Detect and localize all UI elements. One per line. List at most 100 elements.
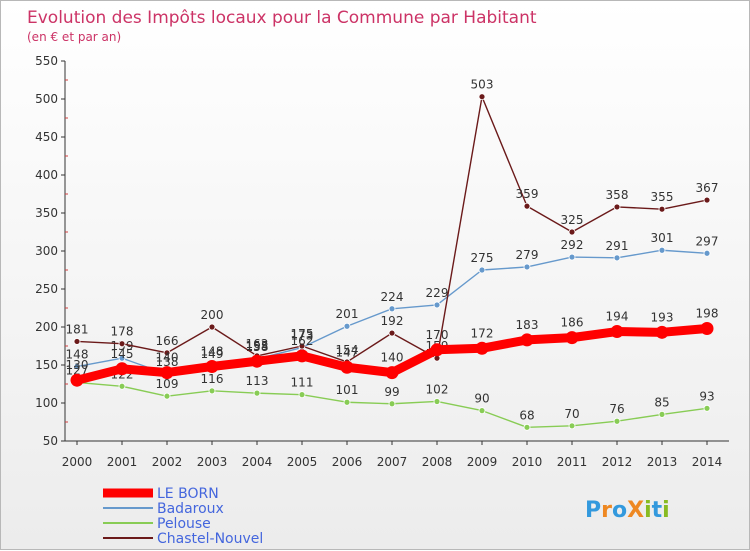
- data-point: [118, 340, 126, 348]
- data-point: [658, 205, 666, 213]
- data-label: 127: [66, 363, 89, 377]
- data-point: [295, 349, 309, 363]
- data-label: 90: [474, 392, 489, 406]
- data-point: [478, 266, 486, 274]
- x-tick-label: 2009: [467, 455, 498, 469]
- data-point: [610, 325, 624, 339]
- data-point: [703, 196, 711, 204]
- data-label: 85: [654, 395, 669, 409]
- data-point: [388, 400, 396, 408]
- y-tick-label: 300: [35, 244, 58, 258]
- data-point: [568, 422, 576, 430]
- data-point: [118, 354, 126, 362]
- data-label: 148: [201, 345, 224, 359]
- series-pelouse: 12712210911611311110199102906870768593: [66, 363, 715, 431]
- data-label: 279: [516, 248, 539, 262]
- data-label: 166: [156, 334, 179, 348]
- data-label: 130: [66, 358, 89, 372]
- data-point: [115, 362, 129, 376]
- data-label: 70: [564, 407, 579, 421]
- data-point: [658, 410, 666, 418]
- y-tick-label: 550: [35, 54, 58, 68]
- data-point: [700, 322, 714, 336]
- data-label: 291: [606, 239, 629, 253]
- x-tick-label: 2008: [422, 455, 453, 469]
- data-label: 292: [561, 238, 584, 252]
- data-point: [343, 322, 351, 330]
- data-label: 155: [246, 339, 269, 353]
- data-label: 149: [201, 347, 224, 361]
- data-point: [298, 342, 306, 350]
- data-point: [523, 263, 531, 271]
- y-tick-label: 450: [35, 130, 58, 144]
- data-point: [613, 417, 621, 425]
- data-point: [163, 349, 171, 357]
- data-label: 181: [66, 322, 89, 336]
- x-tick-label: 2012: [602, 455, 633, 469]
- data-point: [430, 343, 444, 357]
- data-point: [613, 254, 621, 262]
- data-point: [433, 398, 441, 405]
- data-label: 154: [336, 343, 359, 357]
- data-label: 111: [291, 376, 314, 390]
- data-point: [433, 301, 441, 309]
- data-point: [475, 341, 489, 355]
- data-point: [523, 202, 531, 210]
- x-tick-label: 2000: [62, 455, 93, 469]
- data-label: 99: [384, 385, 399, 399]
- y-tick-label: 500: [35, 92, 58, 106]
- data-label: 138: [156, 355, 179, 369]
- data-label: 358: [606, 188, 629, 202]
- data-point: [118, 382, 126, 390]
- x-tick-label: 2001: [107, 455, 138, 469]
- y-tick-label: 150: [35, 358, 58, 372]
- legend-label-le-born: LE BORN: [157, 486, 219, 502]
- data-label: 113: [246, 374, 269, 388]
- logo-text: ProXiti: [585, 498, 670, 523]
- x-tick-label: 2010: [512, 455, 543, 469]
- data-point: [523, 423, 531, 431]
- data-label: 148: [66, 348, 89, 362]
- data-point: [520, 333, 534, 347]
- data-point: [298, 391, 306, 399]
- data-point: [388, 329, 396, 337]
- x-tick-label: 2007: [377, 455, 408, 469]
- data-point: [568, 228, 576, 236]
- data-point: [208, 387, 216, 395]
- data-point: [613, 203, 621, 211]
- x-tick-label: 2002: [152, 455, 183, 469]
- data-label: 158: [246, 340, 269, 354]
- data-label: 173: [291, 329, 314, 343]
- data-label: 325: [561, 213, 584, 227]
- y-tick-label: 400: [35, 168, 58, 182]
- y-tick-label: 50: [43, 434, 58, 448]
- data-point: [655, 325, 669, 339]
- data-label: 200: [201, 308, 224, 322]
- data-label: 93: [699, 389, 714, 403]
- data-label: 301: [651, 231, 674, 245]
- data-point: [205, 360, 219, 374]
- data-label: 359: [516, 187, 539, 201]
- data-label: 109: [156, 377, 179, 391]
- data-point: [343, 398, 351, 406]
- proxiti-logo: ProXiti: [585, 498, 670, 523]
- data-point: [163, 392, 171, 400]
- series-chastel-nouvel: 1811781662001621751541921595033593253583…: [66, 78, 718, 366]
- x-tick-label: 2005: [287, 455, 318, 469]
- x-tick-label: 2011: [557, 455, 588, 469]
- data-label: 229: [426, 286, 449, 300]
- data-point: [478, 93, 486, 101]
- data-label: 147: [336, 345, 359, 359]
- data-label: 183: [516, 318, 539, 332]
- data-label: 198: [696, 307, 719, 321]
- data-label: 116: [201, 372, 224, 386]
- data-label: 145: [111, 347, 134, 361]
- data-label: 170: [426, 328, 449, 342]
- data-label: 224: [381, 290, 404, 304]
- data-label: 275: [471, 251, 494, 265]
- data-point: [703, 249, 711, 257]
- data-label: 297: [696, 234, 719, 248]
